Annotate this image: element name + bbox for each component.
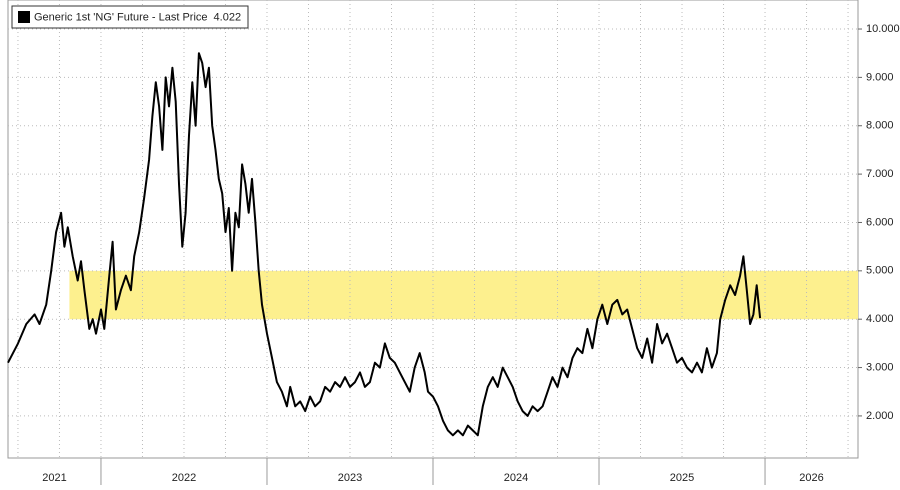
price-line	[7, 52, 762, 437]
x-tick-label: 2022	[172, 472, 196, 484]
x-tick-label: 2026	[799, 472, 823, 484]
legend-value: 4.022	[214, 11, 242, 23]
y-tick-label: 3.000	[866, 361, 894, 373]
y-tick-label: 5.000	[866, 265, 894, 277]
x-tick-label: 2025	[670, 472, 694, 484]
legend-text: Generic 1st 'NG' Future - Last Price 4.02…	[34, 11, 241, 23]
x-tick-label: 2024	[504, 472, 528, 484]
y-tick-label: 10.000	[866, 23, 900, 35]
y-tick-label: 6.000	[866, 216, 894, 228]
y-tick-label: 2.000	[866, 410, 894, 422]
y-tick-label: 4.000	[866, 313, 894, 325]
x-tick-label: 2021	[42, 472, 66, 484]
legend-label: Generic 1st 'NG' Future - Last Price	[34, 11, 208, 23]
x-tick-label: 2023	[338, 472, 362, 484]
y-tick-label: 8.000	[866, 120, 894, 132]
y-tick-label: 7.000	[866, 168, 894, 180]
y-tick-label: 9.000	[866, 71, 894, 83]
legend-box	[11, 5, 249, 29]
legend-swatch	[18, 11, 30, 23]
